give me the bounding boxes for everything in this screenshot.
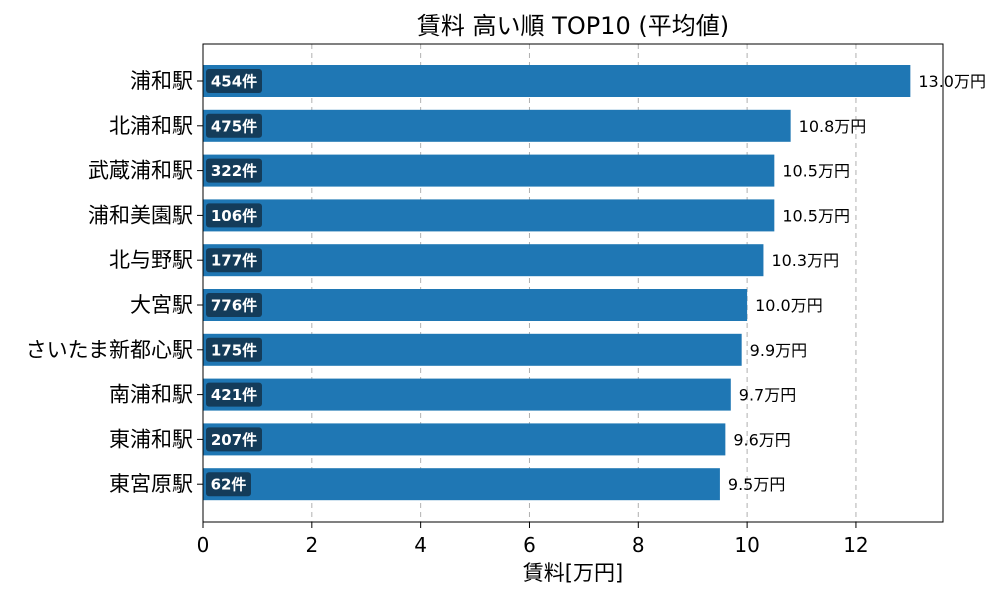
value-label: 9.6万円 xyxy=(733,430,790,449)
bar xyxy=(203,154,775,187)
x-tick-label: 4 xyxy=(414,533,427,557)
x-axis-ticks: 0 2 4 6 8 10 12 xyxy=(197,522,869,557)
bar xyxy=(203,109,791,142)
count-label: 454件 xyxy=(211,73,257,91)
bar xyxy=(203,378,731,411)
x-axis-label: 賃料[万円] xyxy=(523,561,623,585)
count-badge xyxy=(206,158,262,183)
count-label: 175件 xyxy=(211,341,257,359)
x-tick-label: 2 xyxy=(305,533,318,557)
category-label: 東浦和駅 xyxy=(109,427,193,451)
bar xyxy=(203,244,764,277)
bar xyxy=(203,423,726,456)
value-label: 9.9万円 xyxy=(750,341,807,360)
bars: 13.0万円 454件 10.8万円 475件 10.5万円 322件 10.5万円 106件… xyxy=(203,65,986,501)
count-badge xyxy=(206,427,262,452)
count-badge xyxy=(206,337,262,362)
count-label: 207件 xyxy=(211,431,257,449)
x-tick-label: 12 xyxy=(843,533,868,557)
y-axis-ticks: 浦和駅北浦和駅武蔵浦和駅浦和美園駅北与野駅大宮駅さいたま新都心駅南浦和駅東浦和駅… xyxy=(26,69,203,496)
count-label: 106件 xyxy=(211,207,257,225)
count-badge xyxy=(206,203,262,228)
x-tick-label: 8 xyxy=(632,533,645,557)
category-label: 南浦和駅 xyxy=(109,383,193,407)
chart-title: 賃料 高い順 TOP10 (平均値) xyxy=(417,12,729,40)
x-tick-label: 0 xyxy=(197,533,210,557)
category-label: 北浦和駅 xyxy=(109,114,193,138)
x-tick-label: 10 xyxy=(734,533,759,557)
count-badge xyxy=(206,113,262,138)
bar xyxy=(203,333,742,366)
count-label: 322件 xyxy=(211,162,257,180)
value-label: 13.0万円 xyxy=(918,72,986,91)
value-label: 10.8万円 xyxy=(799,117,867,136)
value-label: 10.5万円 xyxy=(782,162,850,181)
bar xyxy=(203,199,775,232)
category-label: 浦和駅 xyxy=(130,69,193,93)
category-label: 北与野駅 xyxy=(109,248,193,272)
bar xyxy=(203,468,720,501)
plot-area-frame xyxy=(202,43,944,523)
count-label: 421件 xyxy=(211,386,257,404)
count-badge xyxy=(206,69,262,93)
bar xyxy=(203,65,911,97)
value-label: 9.5万円 xyxy=(728,475,785,494)
count-label: 776件 xyxy=(211,297,257,315)
value-label: 10.0万円 xyxy=(755,296,823,315)
category-label: 大宮駅 xyxy=(130,293,193,317)
count-label: 62件 xyxy=(211,476,247,494)
value-label: 9.7万円 xyxy=(739,386,796,405)
value-label: 10.5万円 xyxy=(782,206,850,225)
category-label: 武蔵浦和駅 xyxy=(88,159,193,183)
count-badge xyxy=(206,248,262,273)
count-badge xyxy=(206,472,251,497)
value-label: 10.3万円 xyxy=(771,251,839,270)
x-tick-label: 6 xyxy=(523,533,536,557)
count-label: 177件 xyxy=(211,252,257,270)
category-label: 浦和美園駅 xyxy=(88,203,193,227)
bar xyxy=(203,289,748,321)
category-label: 東宮原駅 xyxy=(109,472,193,496)
count-label: 475件 xyxy=(211,117,257,135)
count-badge xyxy=(206,293,262,317)
category-label: さいたま新都心駅 xyxy=(26,338,193,362)
count-badge xyxy=(206,382,262,407)
